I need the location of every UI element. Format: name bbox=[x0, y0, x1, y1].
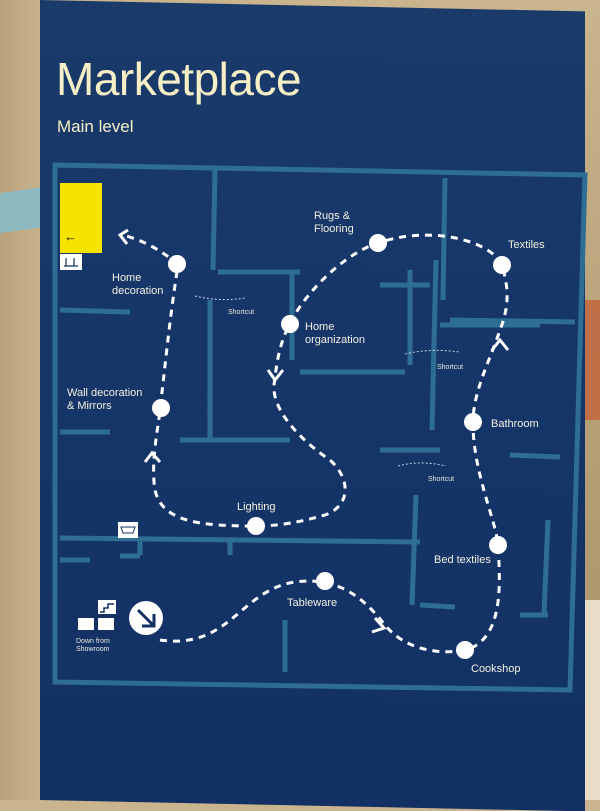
exit-arrow-icon bbox=[129, 601, 163, 635]
route-path bbox=[121, 233, 509, 654]
page-subtitle: Main level bbox=[57, 117, 134, 136]
area-rugs-flooring: Rugs & Flooring bbox=[314, 210, 354, 235]
area-wall-decoration: Wall decoration & Mirrors bbox=[67, 387, 143, 412]
shortcut-lines bbox=[194, 295, 461, 467]
floor-plan-walls bbox=[52, 162, 588, 693]
shortcut-label: Shortcut bbox=[428, 476, 455, 483]
down-from-showroom-label: Down from Showroom bbox=[76, 638, 110, 653]
self-serve-area-box: ← bbox=[60, 183, 102, 253]
area-home-decoration: Home decoration bbox=[112, 272, 164, 297]
route-arrows bbox=[117, 228, 510, 634]
area-bed-textiles: Bed textiles bbox=[434, 554, 491, 566]
area-home-organization: Home organization bbox=[305, 321, 365, 346]
wall-left bbox=[0, 0, 40, 800]
checkout-icon bbox=[60, 254, 82, 270]
elevator-icon bbox=[78, 618, 114, 630]
area-tableware: Tableware bbox=[287, 597, 338, 609]
shortcut-label: Shortcut bbox=[228, 309, 255, 316]
arrow-left-icon: ← bbox=[64, 229, 77, 244]
area-lighting: Lighting bbox=[237, 501, 276, 513]
station-dots bbox=[152, 234, 511, 659]
page-title: Marketplace bbox=[56, 53, 302, 105]
cart-icon bbox=[118, 522, 138, 538]
area-bathroom: Bathroom bbox=[491, 418, 539, 430]
shortcut-label: Shortcut bbox=[437, 364, 464, 371]
stairs-icon bbox=[98, 600, 116, 614]
area-textiles: Textiles bbox=[508, 239, 545, 251]
area-cookshop: Cookshop bbox=[471, 663, 521, 675]
